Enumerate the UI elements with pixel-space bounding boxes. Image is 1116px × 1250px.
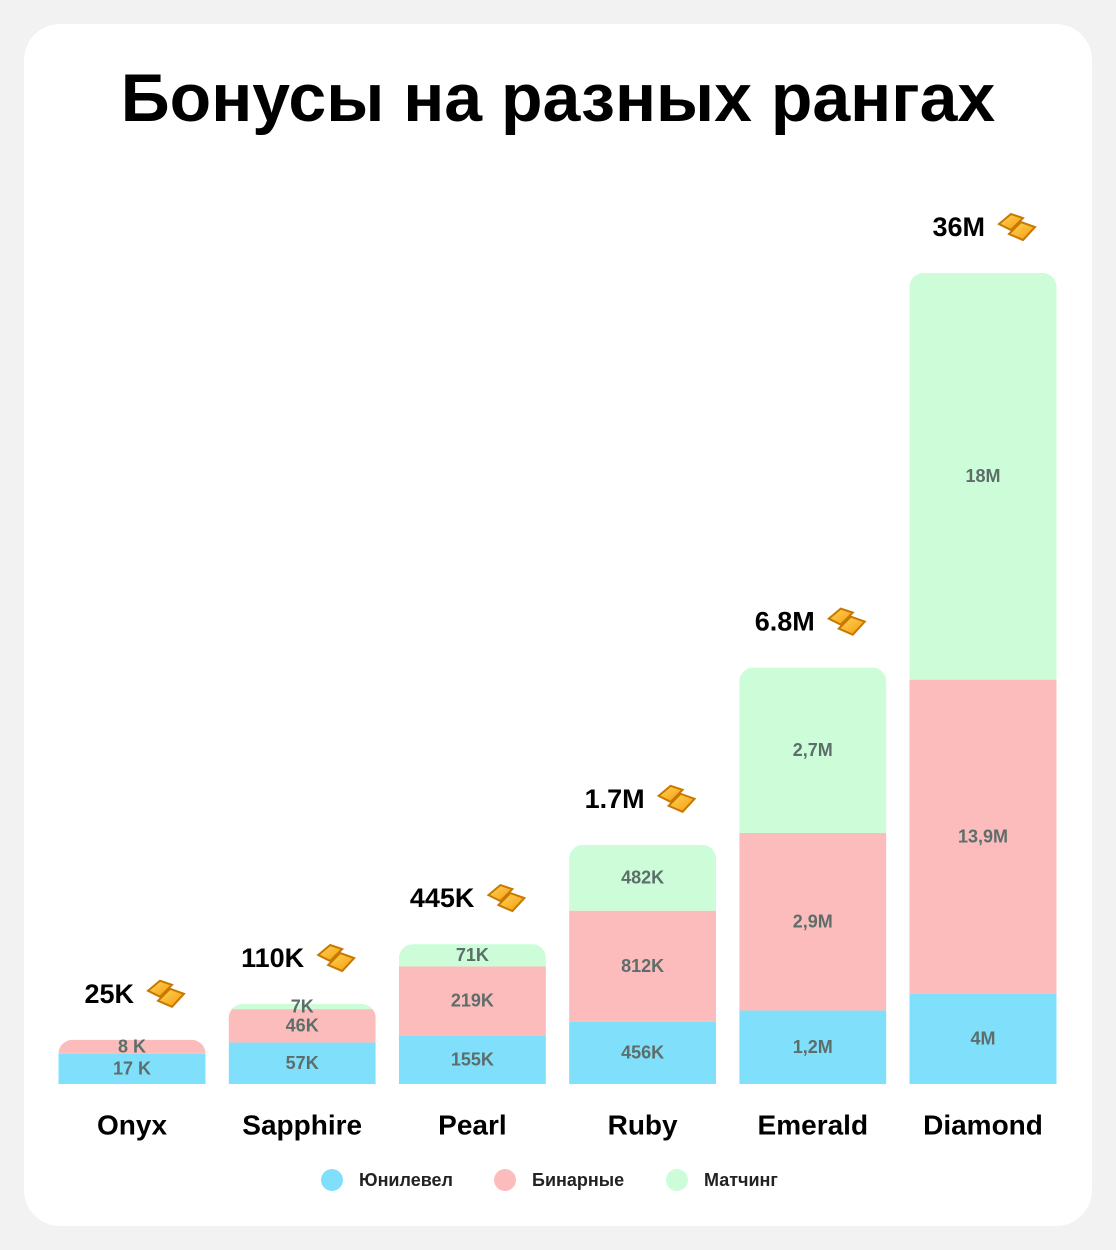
segment-label: 17 K: [113, 1059, 151, 1079]
total-label: 6.8M: [755, 607, 815, 637]
x-tick-label: Ruby: [608, 1109, 678, 1140]
segment-label: 4M: [970, 1029, 995, 1049]
legend-label: Юнилевел: [359, 1170, 453, 1190]
bar-segment: [228, 1042, 376, 1084]
legend-label: Матчинг: [704, 1170, 778, 1190]
bar-segment: [739, 832, 887, 1011]
bar-segment: [58, 1053, 206, 1084]
bar-segment: [398, 944, 546, 967]
bar-segment: [398, 1035, 546, 1084]
segment-label: 7K: [291, 996, 314, 1016]
total-label: 445K: [410, 883, 475, 913]
gold-bar: [316, 943, 345, 963]
segment-label: 1,2M: [793, 1037, 833, 1057]
gold-bar: [1007, 220, 1037, 242]
total-label: 36M: [932, 212, 985, 242]
segment-label: 46K: [286, 1016, 319, 1036]
gold-bar: [156, 987, 186, 1008]
bar-segment: [909, 273, 1057, 680]
bar-group: [909, 273, 1057, 1084]
gold-bar: [997, 212, 1025, 232]
legend-label: Бинарные: [532, 1170, 624, 1190]
bar-segment: [909, 679, 1057, 994]
segment-label: 13,9M: [958, 826, 1008, 846]
bar-segment: [739, 1010, 887, 1084]
gold-bar: [656, 784, 685, 804]
segment-label: 482K: [621, 868, 664, 888]
legend-swatch: [321, 1169, 343, 1191]
bar-group: [569, 844, 717, 1084]
total-label: 25K: [84, 979, 134, 1009]
segment-label: 812K: [621, 956, 664, 976]
total-label: 1.7M: [585, 784, 645, 814]
x-tick-label: Emerald: [758, 1109, 869, 1140]
segment-label: 57K: [286, 1053, 319, 1073]
bar-segment: [398, 966, 546, 1036]
segment-label: 456K: [621, 1043, 664, 1063]
chart-title: Бонусы на разных рангах: [121, 60, 996, 136]
gold-icon: [316, 943, 356, 973]
gold-icon: [656, 784, 697, 814]
total-label: 110K: [241, 943, 305, 973]
gold-bar: [666, 792, 697, 814]
gold-icon: [486, 883, 527, 913]
bar-segment: [569, 844, 717, 911]
bar-segment: [58, 1039, 206, 1054]
gold-bar: [496, 891, 527, 913]
segment-label: 18M: [965, 466, 1000, 486]
bar-group: [58, 1039, 206, 1084]
gold-icon: [146, 979, 186, 1008]
gold-bar: [486, 883, 515, 903]
bar-group: [739, 667, 887, 1084]
segment-label: 219K: [451, 991, 494, 1011]
gold-bar: [326, 951, 356, 973]
segment-label: 2,9M: [793, 911, 833, 931]
x-tick-label: Diamond: [923, 1109, 1043, 1140]
segment-label: 8 K: [118, 1037, 146, 1057]
gold-icon: [997, 212, 1037, 242]
x-tick-label: Sapphire: [242, 1109, 362, 1140]
gold-bar: [826, 607, 855, 626]
bar-segment: [569, 910, 717, 1022]
bar-segment: [909, 993, 1057, 1084]
bar-segment: [228, 1009, 376, 1043]
segment-label: 71K: [456, 945, 489, 965]
bar-segment: [228, 1004, 376, 1010]
x-tick-label: Pearl: [438, 1109, 507, 1140]
segment-label: 2,7M: [793, 740, 833, 760]
gold-icon: [826, 607, 867, 636]
bar-group: [398, 944, 546, 1084]
legend-swatch: [494, 1169, 516, 1191]
gold-bar: [146, 979, 174, 998]
segment-label: 155K: [451, 1049, 494, 1069]
x-tick-label: Onyx: [97, 1109, 167, 1140]
bar-group: [228, 1004, 376, 1084]
gold-bar: [837, 615, 867, 636]
legend-swatch: [666, 1169, 688, 1191]
bar-segment: [739, 667, 887, 833]
bar-segment: [569, 1021, 717, 1084]
